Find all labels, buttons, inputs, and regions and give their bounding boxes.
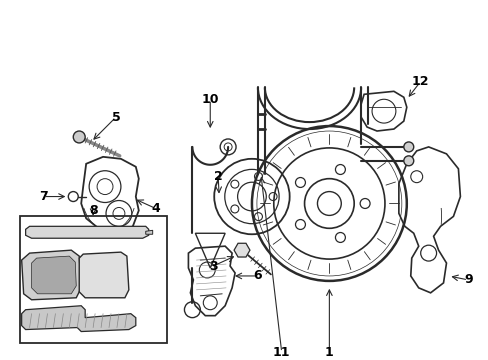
Polygon shape [79,252,129,298]
Text: 11: 11 [272,346,290,359]
Text: 6: 6 [253,269,262,283]
Text: 3: 3 [208,260,217,273]
Text: 12: 12 [411,75,428,88]
Polygon shape [234,243,249,257]
Text: 5: 5 [111,111,120,123]
Circle shape [73,131,85,143]
Text: 10: 10 [201,93,219,106]
Polygon shape [21,306,136,332]
Text: 9: 9 [463,274,472,287]
Text: 7: 7 [39,190,48,203]
Text: 1: 1 [325,346,333,359]
Polygon shape [32,256,76,294]
Polygon shape [25,226,148,238]
Polygon shape [145,230,152,234]
Text: 8: 8 [89,204,97,217]
Polygon shape [21,250,81,300]
Text: 4: 4 [151,202,160,215]
Bar [20,216,166,343]
Text: 2: 2 [213,170,222,183]
Circle shape [403,156,413,166]
Circle shape [403,142,413,152]
